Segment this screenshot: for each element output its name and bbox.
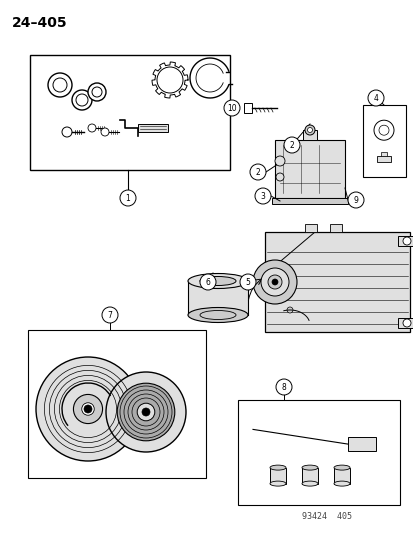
Circle shape <box>120 190 136 206</box>
Text: 2: 2 <box>289 141 294 149</box>
Circle shape <box>101 128 109 136</box>
Circle shape <box>106 372 185 452</box>
Circle shape <box>267 275 281 289</box>
Text: 1: 1 <box>125 193 130 203</box>
Circle shape <box>304 125 314 135</box>
Bar <box>274 140 344 198</box>
Circle shape <box>73 394 102 424</box>
Bar <box>397 318 413 328</box>
Ellipse shape <box>301 465 317 470</box>
Text: 8: 8 <box>281 383 286 392</box>
Text: 2: 2 <box>255 167 260 176</box>
Circle shape <box>274 156 284 166</box>
Bar <box>243 103 252 113</box>
Circle shape <box>48 73 72 97</box>
Circle shape <box>223 100 240 116</box>
Circle shape <box>373 120 393 140</box>
Circle shape <box>72 90 92 110</box>
Bar <box>380 152 386 156</box>
Bar <box>28 330 206 478</box>
Ellipse shape <box>333 481 349 486</box>
Bar <box>271 198 347 204</box>
Circle shape <box>88 124 96 132</box>
Bar <box>329 224 341 232</box>
Bar <box>397 236 413 246</box>
Text: 6: 6 <box>205 278 210 287</box>
Circle shape <box>137 403 154 421</box>
Bar <box>138 124 168 132</box>
Text: 10: 10 <box>227 103 236 112</box>
Circle shape <box>76 94 88 106</box>
Bar <box>302 130 316 140</box>
Circle shape <box>92 87 102 97</box>
Bar <box>333 467 349 483</box>
Circle shape <box>102 307 118 323</box>
Circle shape <box>275 379 291 395</box>
Circle shape <box>275 173 283 181</box>
Bar <box>269 467 285 483</box>
Circle shape <box>252 260 296 304</box>
Circle shape <box>271 279 277 285</box>
Circle shape <box>157 67 183 93</box>
Bar <box>264 232 409 332</box>
Circle shape <box>81 403 94 415</box>
Bar <box>304 224 316 232</box>
Circle shape <box>260 268 288 296</box>
Circle shape <box>142 408 150 416</box>
Bar <box>188 280 247 315</box>
Circle shape <box>402 237 410 245</box>
Ellipse shape <box>301 481 317 486</box>
Ellipse shape <box>269 481 285 486</box>
Text: 3: 3 <box>260 191 265 200</box>
Circle shape <box>117 383 174 441</box>
Ellipse shape <box>188 273 247 288</box>
Text: 4: 4 <box>373 93 377 102</box>
Circle shape <box>402 319 410 327</box>
Ellipse shape <box>269 465 285 470</box>
Ellipse shape <box>199 311 235 319</box>
Circle shape <box>286 307 292 313</box>
Ellipse shape <box>199 277 235 286</box>
Text: 5: 5 <box>245 278 250 287</box>
Circle shape <box>62 127 72 137</box>
Circle shape <box>307 127 312 133</box>
Bar <box>301 467 317 483</box>
Circle shape <box>347 192 363 208</box>
Ellipse shape <box>188 308 247 322</box>
Circle shape <box>53 78 67 92</box>
Bar <box>362 105 405 177</box>
Text: 9: 9 <box>353 196 358 205</box>
Circle shape <box>199 274 216 290</box>
Bar <box>376 156 390 162</box>
Circle shape <box>240 274 255 290</box>
Circle shape <box>84 405 92 413</box>
Circle shape <box>283 137 299 153</box>
Bar <box>347 437 375 451</box>
Circle shape <box>88 83 106 101</box>
Circle shape <box>378 125 388 135</box>
Circle shape <box>367 90 383 106</box>
Text: 93424  405: 93424 405 <box>301 512 351 521</box>
Circle shape <box>249 164 266 180</box>
Circle shape <box>254 188 271 204</box>
Text: 24–405: 24–405 <box>12 16 67 30</box>
Bar <box>30 55 230 170</box>
Bar <box>237 400 399 505</box>
Text: 7: 7 <box>107 311 112 319</box>
Ellipse shape <box>333 465 349 470</box>
Circle shape <box>36 357 140 461</box>
